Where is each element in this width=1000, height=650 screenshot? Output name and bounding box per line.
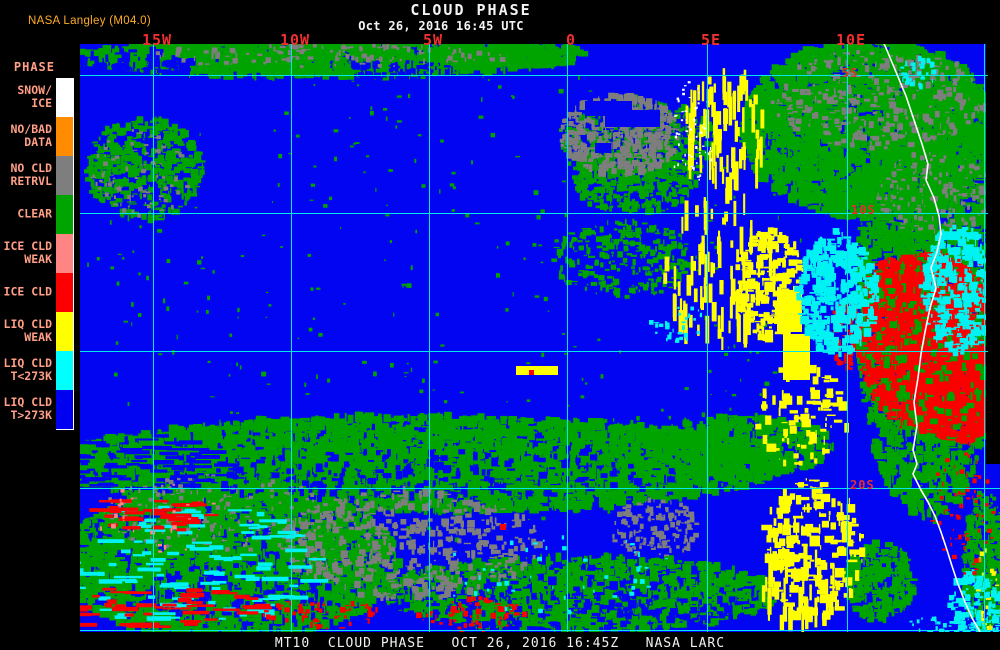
lon-label: 10W: [279, 31, 311, 49]
lon-label: 15W: [141, 31, 173, 49]
brand-text: NASA Langley (M04.0): [28, 15, 151, 27]
legend-label: NO/BAD DATA: [10, 122, 52, 149]
status-bar: MT10 CLOUD PHASE OCT 26, 2016 16:45Z NAS…: [274, 636, 726, 650]
lon-label: 10E: [835, 31, 867, 49]
lon-label: 5W: [422, 31, 444, 49]
legend-label: LIQ CLD T<273K: [3, 356, 52, 383]
lon-label: 0: [565, 31, 577, 49]
legend-label: ICE CLD WEAK: [3, 239, 52, 266]
legend-label: NO CLD RETRVL: [10, 161, 52, 188]
legend-swatch: [56, 312, 73, 351]
legend-title: PHASE: [13, 60, 55, 74]
legend-label: ICE CLD: [3, 284, 52, 299]
legend-color-bar: [56, 78, 74, 430]
legend-swatch: [56, 273, 73, 312]
legend-label: LIQ CLD WEAK: [3, 317, 52, 344]
lat-label: 10S: [851, 203, 876, 217]
legend-swatch: [56, 234, 73, 273]
lat-label: 5S: [842, 66, 859, 80]
legend-swatch: [56, 351, 73, 390]
timestamp: Oct 26, 2016 16:45 UTC: [358, 19, 524, 33]
lat-label: 20S: [850, 478, 875, 492]
legend-label: CLEAR: [17, 206, 52, 221]
legend-swatch: [56, 117, 73, 156]
lon-label: 5E: [700, 31, 722, 49]
legend-label: SNOW/ ICE: [17, 83, 52, 110]
legend-swatch: [56, 195, 73, 234]
legend-swatch: [56, 156, 73, 195]
legend-swatch: [56, 78, 73, 117]
page-title: CLOUD PHASE: [410, 1, 532, 19]
legend-label: LIQ CLD T>273K: [3, 395, 52, 422]
cloud-phase-map: [80, 44, 1000, 632]
legend-swatch: [56, 390, 73, 429]
